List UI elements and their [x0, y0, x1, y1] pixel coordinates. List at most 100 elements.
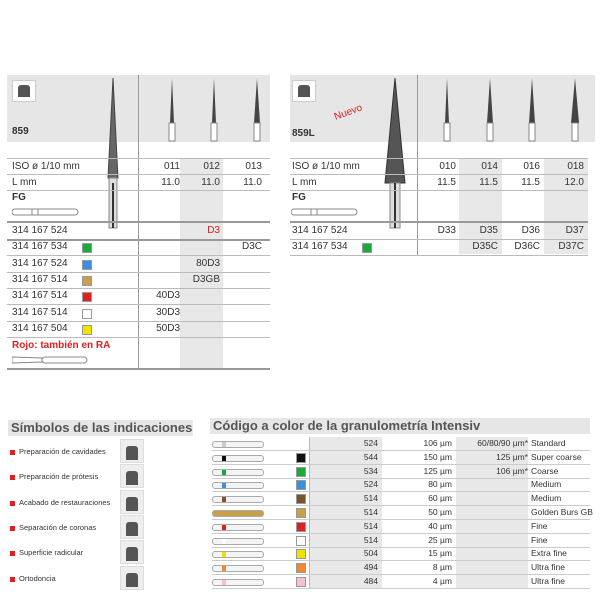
grit-size: 40 µm [428, 520, 452, 531]
order-number: 314 167 524 [292, 225, 348, 236]
bur-shank-icon [212, 579, 264, 586]
grit-code: 494 [363, 562, 378, 573]
bur-shank-icon [212, 468, 264, 476]
grit-color-swatch [296, 452, 306, 463]
bur-shank-icon [212, 441, 264, 448]
crown-prep-icon [12, 80, 36, 102]
bur-shank-icon [212, 510, 264, 517]
code-column-shade [309, 437, 382, 589]
grit-color-swatch [296, 577, 306, 587]
indication-item: Superficie radicular [9, 548, 84, 558]
order-number: 314 167 504 [12, 322, 68, 334]
iso-value: 016 [523, 161, 540, 172]
bur-large-image [384, 78, 406, 229]
fg-shank-icon [291, 208, 358, 216]
bur-shank-icon [212, 551, 264, 559]
grit-name: Ultra fine [531, 562, 566, 573]
ra-note: Rojo: también en RA [12, 340, 111, 351]
grit-color-swatch [82, 324, 92, 335]
grit-code: 534 [363, 465, 378, 476]
bur-reference: D3GB [192, 273, 220, 285]
bur-large-image [107, 78, 119, 229]
indication-icon [120, 439, 144, 463]
grit-code: 514 [363, 520, 378, 531]
grit-name: Extra fine [531, 548, 567, 559]
grit-color-swatch [362, 243, 372, 254]
grit-row: 494 8 µm Ultra fine [212, 561, 590, 576]
bur-reference: 30D3 [156, 306, 180, 318]
bur-thumbnails [168, 78, 261, 142]
grit-alt-size: 60/80/90 µm* [477, 438, 528, 448]
grit-color-swatch [296, 535, 306, 546]
grit-name: Medium [531, 479, 562, 490]
crown-prep-icon [292, 80, 316, 102]
grit-row: 544 150 µm 125 µm* Super coarse [212, 451, 590, 465]
iso-value: 010 [439, 161, 456, 172]
iso-value: 011 [164, 161, 180, 172]
order-number: 314 167 534 [12, 241, 68, 253]
grit-row: 514 50 µm Golden Burs GB [212, 506, 593, 520]
grit-name: Fine [531, 520, 548, 531]
iso-label: ISO ø 1/10 mm [292, 161, 360, 172]
bur-reference: 80D3 [196, 257, 220, 269]
indication-item: Separación de coronas [9, 522, 97, 532]
bur-012 [210, 78, 218, 142]
order-number: 314 167 514 [12, 306, 68, 318]
grit-color-swatch [296, 494, 306, 505]
grit-color-swatch [296, 480, 306, 491]
bur-reference: D35C [472, 241, 498, 253]
grit-alt-size: 106 µm* [496, 465, 528, 476]
grit-code: 524 [363, 479, 378, 490]
length-value: 11.5 [521, 177, 540, 188]
ra-shank-icon [12, 356, 88, 364]
bur-shank-icon [212, 496, 264, 504]
grit-code: 504 [363, 548, 378, 559]
indication-item: Preparación de prótesis [9, 472, 99, 482]
grit-code: 524 [363, 438, 378, 448]
grit-color-swatch [296, 508, 306, 518]
length-label: L mm [292, 177, 317, 188]
order-number: 314 167 524 [12, 257, 68, 269]
iso-value: 012 [203, 161, 220, 172]
grit-title: Código a color de la granulometría Inten… [210, 418, 590, 434]
grit-color-swatch [82, 308, 92, 319]
grit-color-swatch [82, 243, 92, 254]
divider [417, 75, 418, 255]
bur-shank-icon [212, 523, 264, 531]
bur-shank-icon [212, 482, 264, 490]
order-number: 314 167 514 [12, 290, 68, 302]
grit-color-swatch [82, 259, 92, 270]
grit-size: 125 µm [423, 465, 452, 476]
length-value: 11.5 [437, 177, 456, 188]
fg-shank-icon [12, 208, 79, 216]
product-code: 859L [292, 128, 315, 139]
alt-column-shade [456, 437, 528, 589]
bur-reference: 40D3 [156, 290, 180, 302]
grit-row: 524 80 µm Medium [212, 478, 590, 493]
length-value: 11.0 [201, 177, 220, 188]
grit-name: Super coarse [531, 451, 582, 462]
bur-013 [253, 78, 261, 142]
bur-shank-icon [212, 454, 264, 462]
grit-code: 514 [363, 493, 378, 504]
bur-reference: D37 [565, 225, 584, 236]
grit-row: 514 60 µm Medium [212, 492, 590, 507]
grit-alt-size: 125 µm* [496, 451, 528, 462]
iso-value: 014 [481, 161, 498, 172]
iso-value: 013 [245, 161, 262, 172]
grit-color-swatch [296, 521, 306, 532]
grit-row: 524 106 µm 60/80/90 µm* Standard [212, 437, 590, 451]
bur-011 [168, 78, 176, 142]
grit-size: 150 µm [423, 451, 452, 462]
iso-value: 018 [567, 161, 584, 172]
highlight-column [180, 158, 223, 368]
grit-size: 15 µm [428, 548, 452, 559]
bur-reference: 50D3 [156, 322, 180, 334]
shank-label: FG [12, 192, 26, 203]
grit-color-swatch [82, 292, 92, 303]
length-value: 11.0 [243, 177, 262, 188]
indication-item: Preparación de cavidades [10, 447, 106, 456]
order-number: 314 167 524 [12, 225, 68, 236]
right-header-band [290, 75, 595, 142]
indication-item: Ortodoncia [10, 573, 56, 583]
